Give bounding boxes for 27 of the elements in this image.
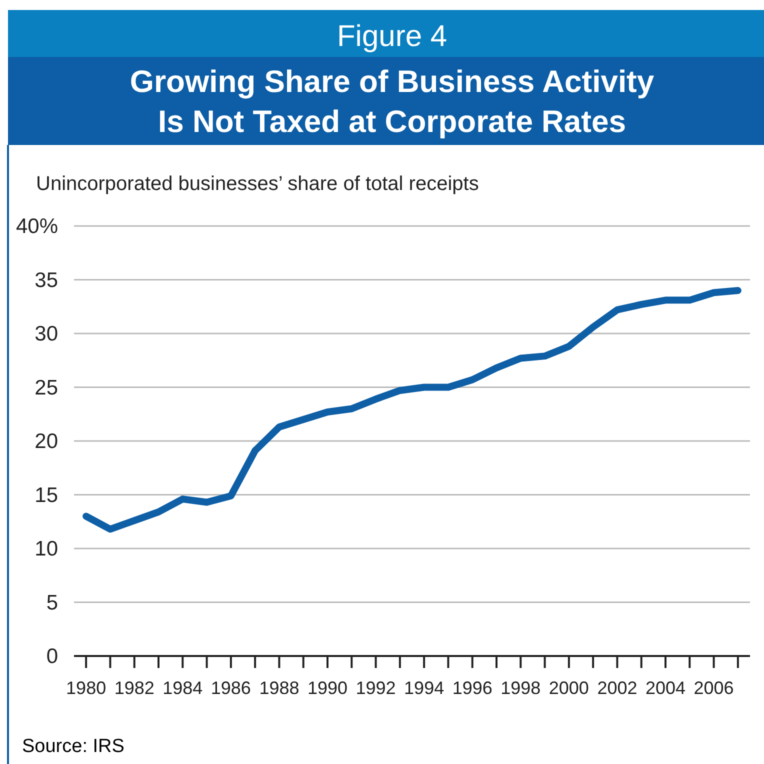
y-tick-label: 0	[46, 645, 58, 668]
x-tick-label: 1996	[452, 678, 492, 698]
y-tick-label: 25	[34, 376, 58, 400]
x-tick-label: 1994	[404, 678, 444, 698]
y-tick-label: 35	[34, 268, 58, 292]
y-tick-label: 30	[34, 322, 58, 346]
chart-subtitle: Growing Share of Business Activity Is Not Taxed at Corporate Rates	[130, 64, 655, 139]
y-tick-label: 15	[34, 484, 58, 507]
y-tick-label: 40%	[16, 215, 58, 238]
y-axis-title: Unincorporated businesses’ share of total receipts	[36, 173, 479, 195]
x-tick-label: 1982	[114, 678, 154, 698]
y-tick-label: 20	[34, 430, 58, 453]
y-tick-label: 10	[34, 538, 58, 560]
x-tick-label: 2000	[548, 678, 589, 698]
x-tick-label: 1986	[210, 678, 251, 698]
x-tick-label: 2002	[597, 678, 638, 698]
x-tick-label: 2006	[694, 678, 734, 698]
source-note: Source: IRS	[22, 736, 124, 757]
x-tick-label: 1990	[307, 678, 348, 698]
x-tick-label: 1980	[66, 678, 106, 698]
x-tick-label: 1984	[162, 678, 203, 698]
x-tick-label: 2004	[645, 678, 686, 698]
x-tick-label: 1998	[500, 678, 541, 698]
y-tick-label: 5	[46, 591, 58, 614]
chart-title: Figure 4	[336, 20, 448, 53]
x-tick-label: 1992	[356, 678, 396, 698]
x-tick-label: 1988	[259, 678, 300, 698]
